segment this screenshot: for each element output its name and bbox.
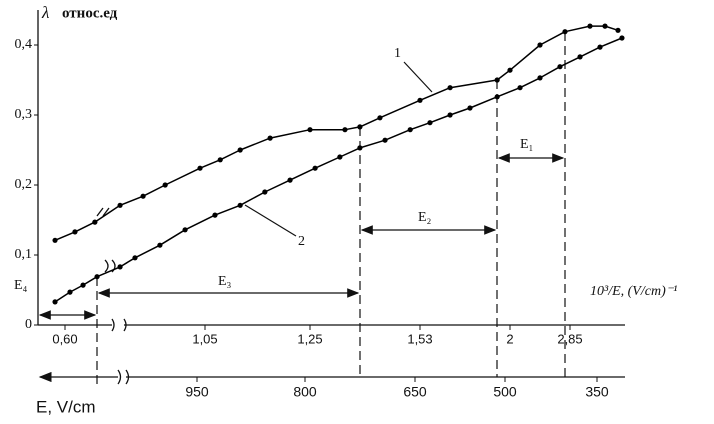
data-point — [447, 112, 453, 118]
data-point — [307, 127, 313, 133]
data-point — [132, 255, 138, 261]
x-tick-label: 0,60 — [52, 331, 77, 346]
series-line — [54, 25, 619, 241]
data-point — [377, 115, 383, 121]
annotation: E₃ — [218, 274, 232, 289]
data-point — [52, 237, 58, 243]
data-point — [80, 282, 86, 288]
x-tick-label: 2 — [506, 331, 513, 346]
y-tick-label: 0,1 — [15, 247, 33, 262]
leader-line — [244, 204, 297, 237]
data-point — [537, 42, 543, 48]
data-point — [494, 77, 500, 83]
data-point — [237, 202, 243, 208]
data-point — [67, 289, 73, 295]
data-point — [237, 147, 243, 153]
data-point — [312, 165, 318, 171]
data-point — [587, 23, 593, 29]
curve-break — [96, 207, 116, 273]
x2-tick-label: 950 — [185, 384, 209, 400]
axis-break — [117, 369, 130, 385]
data-point — [52, 299, 58, 305]
series-label: 1 — [394, 46, 401, 61]
data-point — [267, 135, 273, 141]
y-tick-label: 0,4 — [15, 37, 33, 52]
data-point — [447, 85, 453, 91]
data-point — [92, 219, 98, 225]
data-point — [619, 35, 625, 41]
x-tick-label: 2,85 — [557, 331, 582, 346]
data-point — [382, 137, 388, 143]
data-point — [72, 229, 78, 235]
data-point — [287, 177, 293, 183]
x2-tick-label: 650 — [403, 384, 427, 400]
data-point — [537, 75, 543, 81]
data-point — [494, 94, 500, 100]
x2-axis-label: E, V/cm — [36, 397, 96, 416]
data-point — [140, 193, 146, 199]
data-point — [182, 227, 188, 233]
data-point — [562, 29, 568, 35]
series-label: 2 — [298, 234, 305, 249]
data-point — [217, 157, 223, 163]
leader-line — [403, 61, 433, 93]
y-tick-label: 0 — [25, 317, 32, 332]
y-axis-symbol: λ — [41, 3, 49, 22]
x2-tick-label: 350 — [585, 384, 609, 400]
data-point — [117, 202, 123, 208]
data-point — [597, 44, 603, 50]
data-point — [407, 127, 413, 133]
data-point — [517, 85, 523, 91]
data-point — [357, 124, 363, 130]
x-tick-label: 1,25 — [297, 331, 322, 346]
data-point — [427, 120, 433, 126]
x-tick-label: 1,53 — [407, 331, 432, 346]
data-point — [157, 242, 163, 248]
data-point — [197, 165, 203, 171]
annotation: E₄ — [14, 278, 28, 293]
x-tick-label: 1,05 — [192, 331, 217, 346]
data-point — [507, 67, 513, 73]
annotation: E₂ — [418, 210, 432, 225]
data-point — [557, 64, 563, 70]
y-axis-label: относ.ед — [62, 5, 118, 21]
x2-tick-label: 500 — [493, 384, 517, 400]
data-point — [212, 212, 218, 218]
series-line — [54, 37, 623, 303]
data-point — [342, 127, 348, 133]
y-tick-label: 0,3 — [15, 107, 33, 122]
x2-tick-label: 800 — [293, 384, 317, 400]
y-tick-label: 0,2 — [15, 177, 33, 192]
data-point — [117, 264, 123, 270]
data-point — [602, 23, 608, 29]
data-point — [337, 154, 343, 160]
data-point — [615, 27, 621, 33]
data-point — [94, 274, 100, 280]
data-point — [467, 105, 473, 111]
data-point — [417, 97, 423, 103]
data-point — [577, 54, 583, 60]
x-axis-label: 10³/E, (V/cm)⁻¹ — [590, 284, 677, 299]
data-point — [357, 145, 363, 151]
axis-break — [111, 318, 127, 332]
annotation: E₁ — [520, 137, 533, 152]
data-point — [162, 182, 168, 188]
data-point — [262, 189, 268, 195]
